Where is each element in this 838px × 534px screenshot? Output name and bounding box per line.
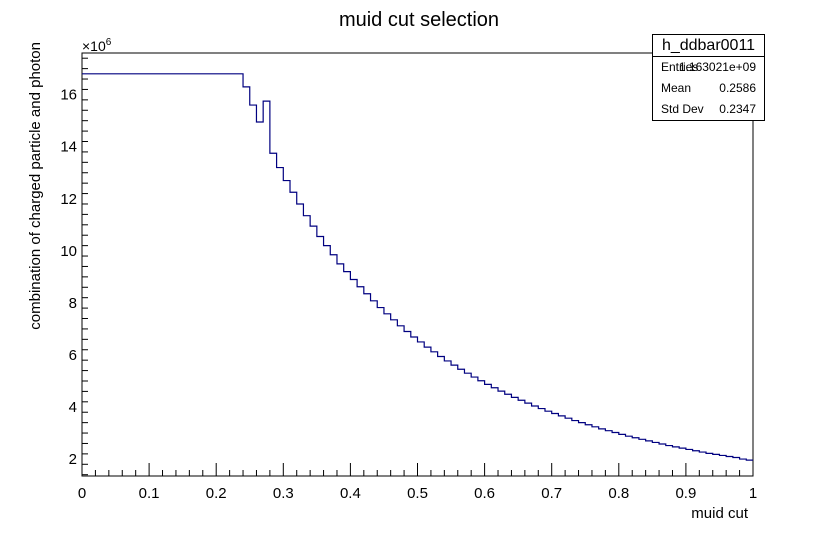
axis-ticks bbox=[81, 57, 754, 476]
histogram-series-line bbox=[82, 73, 753, 461]
stats-row-entries: Entries 1.163021e+09 bbox=[653, 57, 764, 78]
x-tick-label: 0 bbox=[78, 485, 86, 502]
stats-row-mean: Mean 0.2586 bbox=[653, 78, 764, 99]
y-tick-label: 12 bbox=[60, 191, 77, 208]
y-tick-label: 2 bbox=[69, 451, 77, 468]
y-tick-labels: 2 4 6 8 10 12 14 16 bbox=[60, 87, 77, 468]
stats-label: Std Dev bbox=[661, 102, 704, 116]
x-tick-label: 0.9 bbox=[675, 485, 696, 502]
stats-value: 1.163021e+09 bbox=[678, 60, 756, 74]
y-tick-label: 4 bbox=[69, 399, 77, 416]
x-tick-label: 1 bbox=[749, 485, 757, 502]
stats-value: 0.2586 bbox=[719, 81, 756, 95]
stats-row-stddev: Std Dev 0.2347 bbox=[653, 99, 764, 120]
x-tick-label: 0.7 bbox=[541, 485, 562, 502]
x-tick-label: 0.8 bbox=[608, 485, 629, 502]
y-multiplier-base: ×10 bbox=[82, 38, 106, 54]
y-tick-label: 10 bbox=[60, 243, 77, 260]
stats-box: h_ddbar0011 Entries 1.163021e+09 Mean 0.… bbox=[652, 34, 765, 121]
y-tick-label: 14 bbox=[60, 139, 77, 156]
y-tick-label: 8 bbox=[69, 295, 77, 312]
stats-label: Entries bbox=[661, 60, 699, 74]
y-multiplier-exponent: 6 bbox=[106, 37, 112, 48]
y-multiplier: ×106 bbox=[82, 37, 112, 54]
x-tick-label: 0.1 bbox=[139, 485, 160, 502]
x-tick-label: 0.3 bbox=[273, 485, 294, 502]
stats-label: Mean bbox=[661, 81, 692, 95]
x-axis-label: muid cut bbox=[691, 505, 749, 522]
chart-title: muid cut selection bbox=[339, 9, 499, 31]
stats-value: 0.2347 bbox=[719, 102, 756, 116]
x-tick-label: 0.2 bbox=[206, 485, 227, 502]
y-axis-label: combination of charged particle and phot… bbox=[27, 42, 44, 330]
x-tick-labels: 0 0.1 0.2 0.3 0.4 0.5 0.6 0.7 0.8 0.9 1 bbox=[78, 485, 757, 502]
x-tick-label: 0.6 bbox=[474, 485, 495, 502]
x-tick-label: 0.5 bbox=[407, 485, 428, 502]
y-tick-label: 6 bbox=[69, 347, 77, 364]
y-tick-label: 16 bbox=[60, 87, 77, 104]
stats-title: h_ddbar0011 bbox=[653, 35, 764, 57]
x-tick-label: 0.4 bbox=[340, 485, 361, 502]
